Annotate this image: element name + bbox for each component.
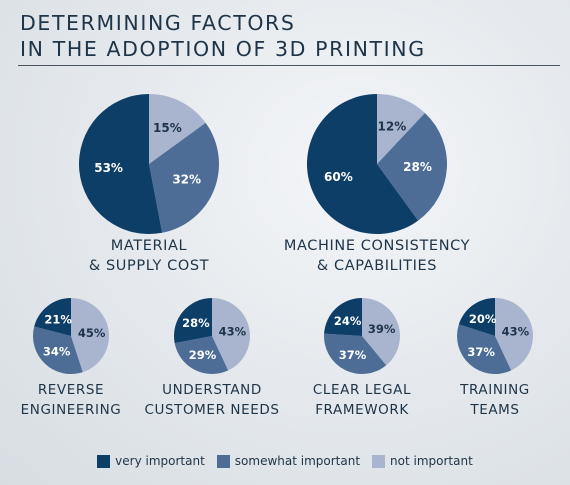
pie-charts-canvas: 15%32%53%12%28%60%45%34%21%43%29%28% 39%3…	[32, 94, 533, 375]
pie-2-title-line-1: MACHINE CONSISTENCY	[283, 238, 471, 254]
pie-6-label-very-important: 20%	[469, 312, 497, 326]
legend-item-very-important: very important	[97, 454, 205, 468]
pie-5-title-line-1: CLEAR LEGAL	[312, 382, 412, 398]
pie-1-title: MATERIAL & SUPPLY COST	[19, 236, 279, 276]
legend-label-very-important: very important	[115, 454, 205, 468]
pie-5-label-somewhat-important: 37%	[339, 348, 367, 362]
pie-2-slice-very-important	[306, 94, 419, 235]
pie-4-label-not-important: 43%	[219, 325, 247, 339]
pie-4-slice-not-important	[212, 298, 250, 371]
legend-label-not-important: not important	[390, 454, 473, 468]
pie-chart-3: 45% 34% 21%	[32, 298, 109, 375]
pie-3-label-somewhat-important: 34%	[43, 344, 71, 358]
legend-swatch-very-important	[97, 454, 111, 468]
pie-6-title: TRAINING TEAMS	[420, 380, 570, 420]
pie-1-slice-very-important	[79, 94, 163, 234]
legend-label-somewhat-important: somewhat important	[234, 454, 361, 468]
pie-4-label-very-important: 28%	[182, 316, 210, 330]
pie-1-slice-somewhat-important	[149, 122, 219, 233]
pie-4-title-line-1: UNDERSTAND	[162, 382, 262, 398]
pie-4-label-somewhat-important: 29%	[189, 348, 217, 362]
pie-2-title: MACHINE CONSISTENCY & CAPABILITIES	[247, 236, 507, 276]
pie-1-label-somewhat-important: 32%	[172, 172, 201, 186]
pie-1-slice-not-important	[149, 94, 206, 164]
pie-3-slice-not-important	[71, 298, 109, 373]
pie-5-slice-not-important	[362, 298, 400, 366]
pie-5-label-not-important: 39%	[368, 322, 396, 336]
pie-2-label-very-important: 60%	[324, 170, 353, 184]
pie-chart-1: 15% 32% 53%	[79, 94, 219, 234]
pie-1-label-not-important: 15%	[153, 121, 182, 135]
chart-title: DETERMINING FACTORS IN THE ADOPTION OF 3…	[20, 10, 426, 62]
pie-3-label-not-important: 45%	[78, 326, 106, 340]
pie-2-label-somewhat-important: 28%	[403, 160, 432, 174]
title-line-1: DETERMINING FACTORS	[20, 11, 296, 35]
pie-2-label-not-important: 12%	[378, 120, 407, 134]
pie-2-slice-not-important	[377, 94, 425, 164]
pie-3-title: REVERSE ENGINEERING	[0, 380, 146, 420]
pie-6-slice-somewhat-important	[457, 324, 512, 374]
pie-3-label-very-important: 21%	[44, 313, 72, 327]
pie-1-title-line-1: MATERIAL	[110, 238, 188, 254]
pie-4-slice-very-important	[173, 298, 212, 344]
pie-chart-6: 43% 37% 20%	[457, 298, 533, 374]
title-divider	[18, 65, 560, 66]
pie-5-slice-very-important	[324, 298, 362, 336]
pie-6-slice-very-important	[458, 298, 495, 336]
pie-3-slice-somewhat-important	[32, 326, 83, 375]
legend-swatch-somewhat-important	[216, 454, 230, 468]
pie-6-slice-not-important	[495, 298, 533, 371]
pie-3-title-line-1: REVERSE	[37, 382, 105, 398]
pie-chart-4: 43%29% 28%	[173, 298, 250, 374]
pie-2-slice-somewhat-important	[377, 112, 447, 221]
pie-chart-5: 39%37% 24%	[323, 298, 400, 375]
legend-swatch-not-important	[372, 454, 386, 468]
legend-item-not-important: not important	[372, 454, 473, 468]
pie-6-title-line-1: TRAINING	[460, 382, 530, 398]
pie-3-slice-very-important	[34, 298, 71, 336]
pie-1-title-line-2: & SUPPLY COST	[88, 258, 210, 274]
title-line-2: IN THE ADOPTION OF 3D PRINTING	[20, 37, 426, 61]
pie-5-slice-somewhat-important	[323, 333, 387, 375]
pie-4-title: UNDERSTAND CUSTOMER NEEDS	[137, 380, 287, 420]
pie-6-label-somewhat-important: 37%	[467, 345, 495, 359]
pie-5-label-very-important: 24%	[334, 314, 362, 328]
legend: very important somewhat important not im…	[0, 454, 570, 468]
pie-5-title-line-2: FRAMEWORK	[315, 402, 409, 418]
pie-3-title-line-2: ENGINEERING	[20, 402, 122, 418]
legend-item-somewhat-important: somewhat important	[216, 454, 361, 468]
pie-2-title-line-2: & CAPABILITIES	[316, 258, 438, 274]
pie-6-label-not-important: 43%	[502, 325, 530, 339]
pie-1-label-very-important: 53%	[94, 161, 123, 175]
pie-4-slice-somewhat-important	[174, 336, 229, 374]
pie-5-title: CLEAR LEGAL FRAMEWORK	[287, 380, 437, 420]
pie-4-title-line-2: CUSTOMER NEEDS	[144, 402, 280, 418]
pie-6-title-line-2: TEAMS	[470, 402, 520, 418]
pie-chart-2: 12% 28% 60%	[306, 94, 447, 235]
